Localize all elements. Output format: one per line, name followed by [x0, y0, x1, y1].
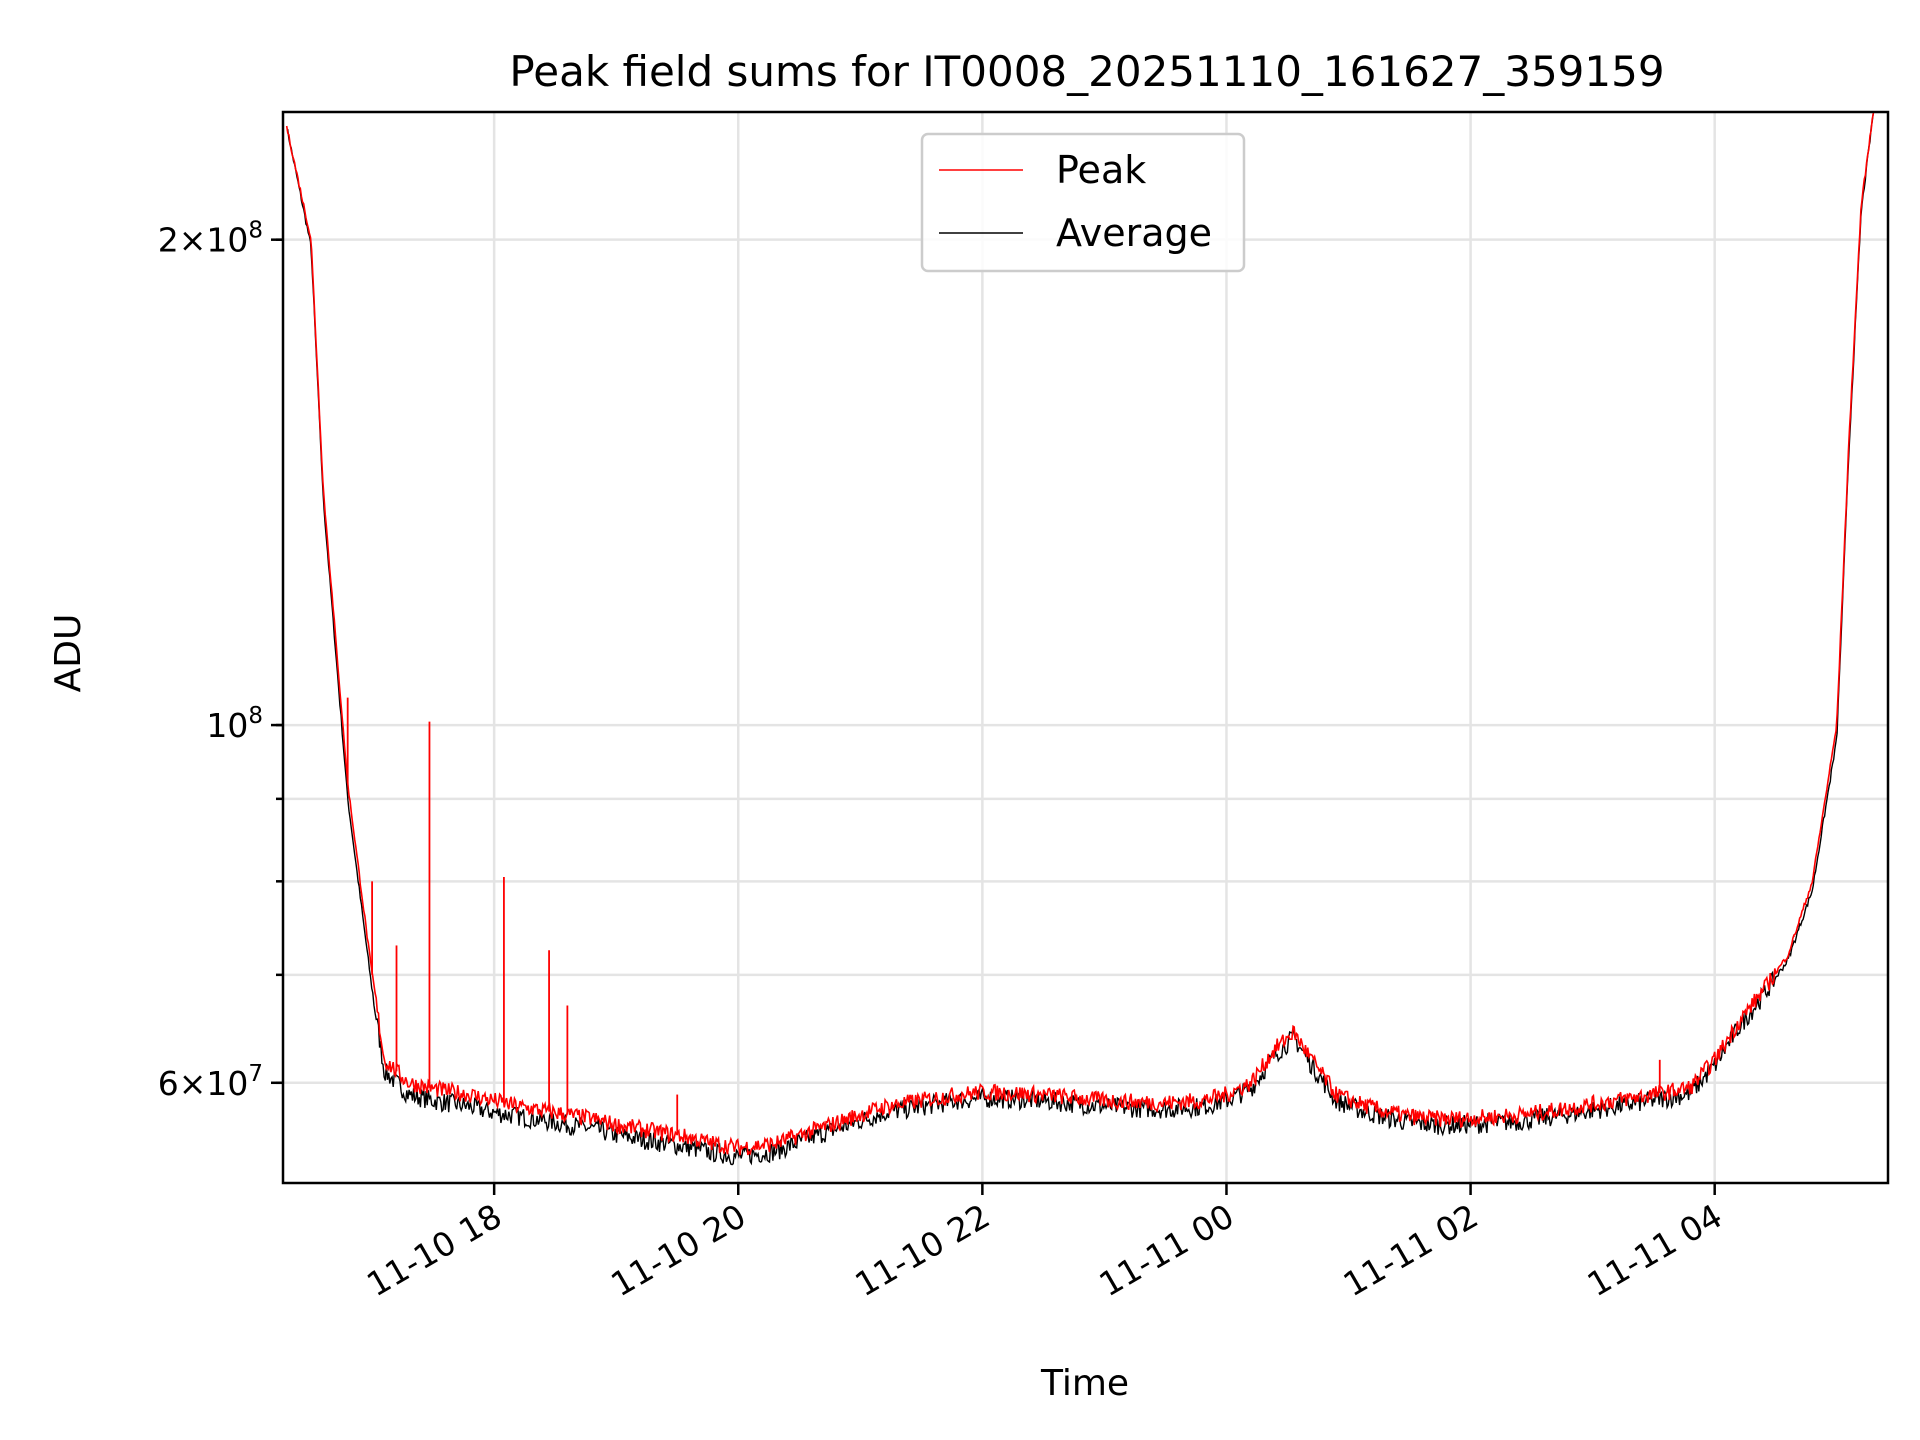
peak-series-line [285, 112, 1875, 1156]
series-layer [285, 112, 1875, 1166]
y-axis-label: ADU [48, 614, 89, 693]
legend: Peak Average [920, 132, 1246, 273]
x-axis-label: Time [1040, 1363, 1129, 1404]
plot-frame [281, 110, 1890, 1185]
y-tick-label: 6×107 [158, 1061, 263, 1103]
y-tick-label: 108 [206, 703, 263, 745]
legend-box [920, 132, 1246, 273]
legend-label: Average [1056, 211, 1212, 255]
plot-area [285, 112, 1875, 1166]
grid [283, 112, 1888, 1183]
legend-label: Peak [1056, 148, 1146, 192]
y-axis-ticks: 108 2×108 6×107 [158, 218, 283, 1103]
y-tick-label: 2×108 [158, 218, 263, 260]
chart-title: Peak field sums for IT0008_20251110_1616… [509, 47, 1664, 96]
